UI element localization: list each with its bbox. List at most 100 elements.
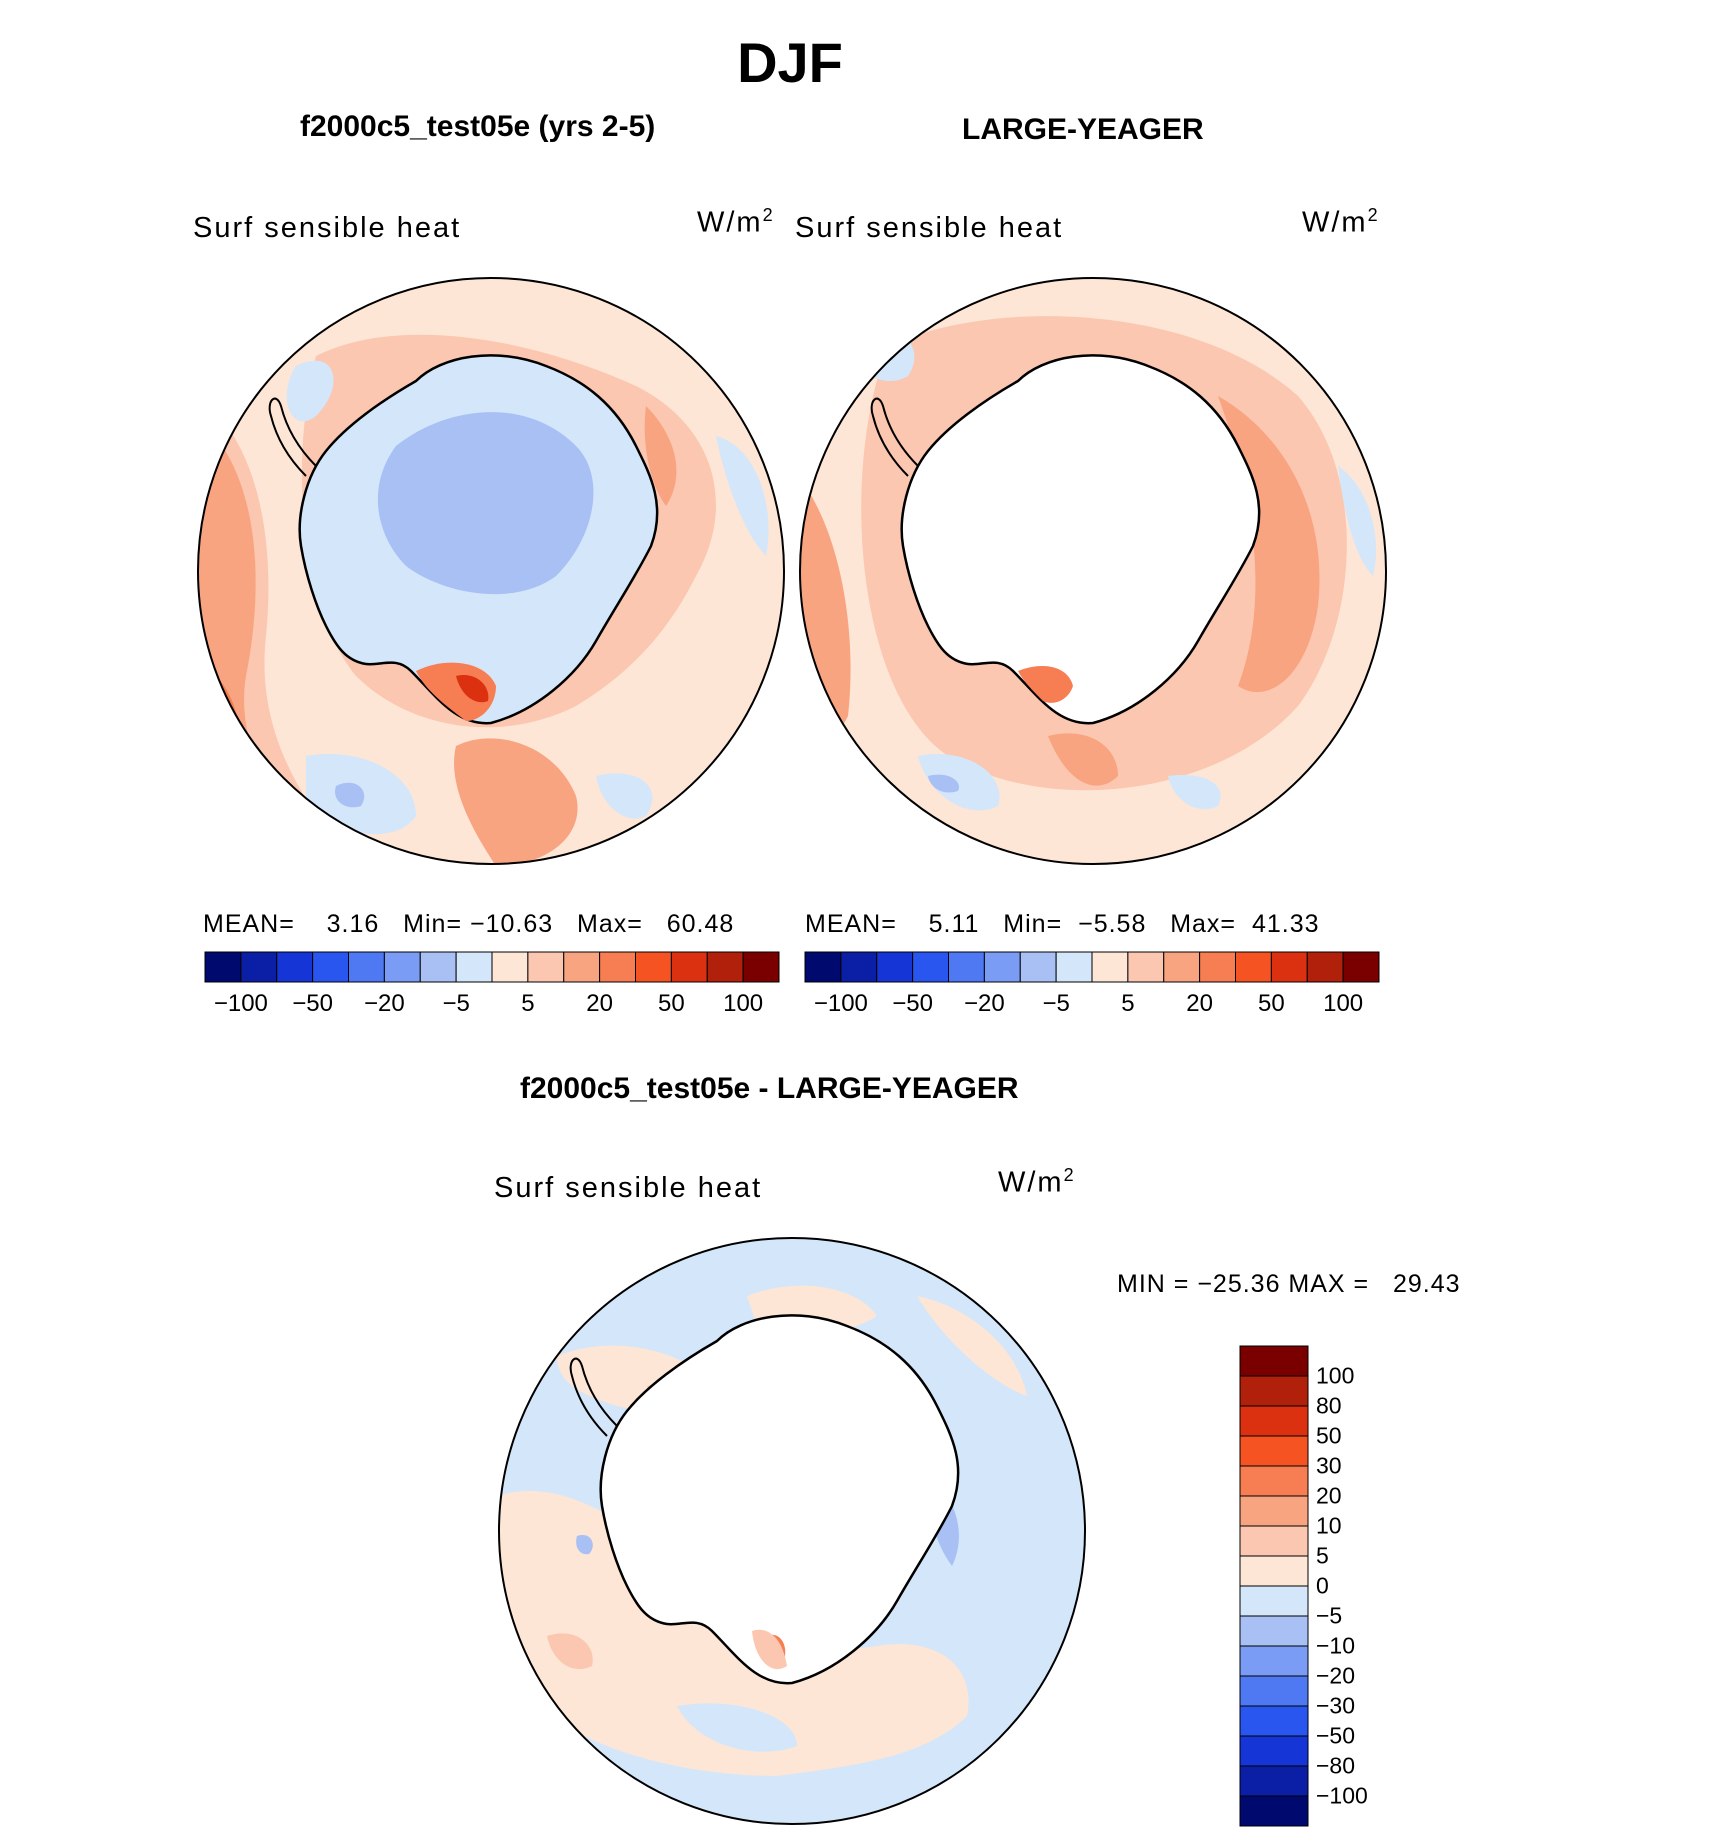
panel-1-colorbar-swatch [599, 951, 636, 983]
diff-colorbar-tick-label: −50 [1316, 1722, 1356, 1749]
panel-1-colorbar-tick-label: −50 [292, 990, 333, 1017]
panel-2-colorbar-swatch [1127, 951, 1165, 983]
diff-colorbar-tick-label: −30 [1316, 1692, 1356, 1719]
panel-2-stats: MEAN= 5.11 Min= −5.58 Max= 41.33 [805, 910, 1320, 938]
panel-1-title: f2000c5_test05e (yrs 2-5) [300, 110, 656, 143]
panel-1-colorbar-tick-label: −20 [364, 990, 405, 1017]
main-title: DJF [737, 31, 843, 94]
panel-1-colorbar-swatch [348, 951, 385, 983]
panel-2-colorbar-swatch [983, 951, 1021, 983]
panel-1-colorbar-tick-label: 50 [658, 990, 685, 1017]
panel-2-variable-label: Surf sensible heat [795, 212, 1064, 244]
panel-1-colorbar-ticks: −100 −50 −20 −5 5 20 50 100 [205, 990, 779, 1020]
diff-colorbar-tick-label: 100 [1316, 1362, 1355, 1389]
diff-colorbar-swatch [1239, 1675, 1309, 1707]
panel-2-map [799, 277, 1387, 865]
panel-1-units: W/m2 [697, 205, 775, 239]
diff-colorbar-tick-label: 50 [1316, 1422, 1342, 1449]
panel-1-colorbar-swatch [742, 951, 780, 983]
panel-2-colorbar-swatch [840, 951, 878, 983]
diff-panel-title: f2000c5_test05e - LARGE-YEAGER [520, 1072, 1019, 1105]
diff-colorbar-tick-label: 20 [1316, 1482, 1342, 1509]
panel-1-colorbar-swatch [419, 951, 457, 983]
diff-colorbar-tick-label: −5 [1316, 1602, 1343, 1629]
diff-colorbar-swatch [1239, 1465, 1309, 1497]
panel-2-colorbar-swatch [804, 951, 842, 983]
diff-colorbar-tick-label: 30 [1316, 1452, 1342, 1479]
panel-1-colorbar-swatch [563, 951, 601, 983]
panel-2-colorbar-ticks: −100 −50 −20 −5 5 20 50 100 [805, 990, 1379, 1020]
panel-1-colorbar-swatch [240, 951, 278, 983]
panel-1-colorbar-swatch [706, 951, 744, 983]
panel-1-colorbar [204, 951, 780, 983]
panel-2-colorbar-swatch [1199, 951, 1236, 983]
panel-2-colorbar-swatch [1342, 951, 1380, 983]
diff-colorbar-swatch [1239, 1795, 1309, 1827]
panel-2-colorbar-swatch [1235, 951, 1272, 983]
panel-2-colorbar-swatch [1091, 951, 1129, 983]
panel-2-colorbar-tick-label: −50 [892, 990, 933, 1017]
panel-2-colorbar-tick-label: −5 [1042, 990, 1070, 1017]
panel-2-colorbar-tick-label: 100 [1323, 990, 1364, 1017]
panel-1-colorbar-tick-label: −5 [442, 990, 470, 1017]
diff-colorbar-tick-label: 80 [1316, 1392, 1342, 1419]
panel-1-colorbar-tick-label: −100 [213, 990, 268, 1017]
diff-panel-minmax: MIN = −25.36 MAX = 29.43 [1117, 1270, 1461, 1298]
diff-colorbar-swatch [1239, 1585, 1309, 1617]
panel-1-variable-label: Surf sensible heat [193, 212, 462, 244]
diff-colorbar-tick-label: −10 [1316, 1632, 1356, 1659]
panel-2-colorbar-swatch [1306, 951, 1344, 983]
panel-2-colorbar [804, 951, 1380, 983]
panel-2-colorbar-swatch [1163, 951, 1201, 983]
diff-panel-map [498, 1237, 1086, 1825]
diff-colorbar-swatch [1239, 1435, 1309, 1467]
panel-1-colorbar-swatch [491, 951, 529, 983]
diff-colorbar-swatch [1239, 1615, 1309, 1647]
panel-1-colorbar-swatch [204, 951, 242, 983]
panel-1-colorbar-swatch [455, 951, 493, 983]
diff-panel-units: W/m2 [998, 1165, 1076, 1199]
diff-colorbar-tick-label: 0 [1316, 1572, 1329, 1599]
diff-colorbar [1239, 1345, 1309, 1827]
diff-colorbar-tick-label: 5 [1316, 1542, 1329, 1569]
diff-colorbar-swatch [1239, 1375, 1309, 1407]
panel-2-colorbar-swatch [948, 951, 985, 983]
panel-1-stats: MEAN= 3.16 Min= −10.63 Max= 60.48 [203, 910, 735, 938]
panel-2-colorbar-swatch [912, 951, 949, 983]
diff-colorbar-swatch [1239, 1555, 1309, 1587]
diff-colorbar-swatch [1239, 1525, 1309, 1557]
panel-1-colorbar-swatch [670, 951, 708, 983]
diff-colorbar-tick-label: 10 [1316, 1512, 1342, 1539]
panel-1-map [197, 277, 785, 865]
panel-2-colorbar-swatch [1270, 951, 1308, 983]
panel-1-colorbar-swatch [383, 951, 421, 983]
panel-1-colorbar-swatch [276, 951, 314, 983]
diff-colorbar-swatch [1239, 1345, 1309, 1377]
diff-colorbar-tick-label: −100 [1316, 1782, 1368, 1809]
panel-2-colorbar-tick-label: −20 [964, 990, 1005, 1017]
panel-2-colorbar-tick-label: −100 [813, 990, 868, 1017]
panel-1-colorbar-swatch [527, 951, 565, 983]
panel-1-colorbar-tick-label: 100 [723, 990, 764, 1017]
panel-1-colorbar-tick-label: 5 [521, 990, 535, 1017]
diff-colorbar-labels: 100 80 50 30 20 10 5 0 −5 −10 −20 −30 −50 −80 −100 [1316, 1346, 1426, 1826]
panel-1-colorbar-tick-label: 20 [586, 990, 613, 1017]
panel-2-title: LARGE-YEAGER [962, 113, 1204, 146]
panel-2-colorbar-swatch [1055, 951, 1093, 983]
panel-2-colorbar-tick-label: 20 [1186, 990, 1213, 1017]
panel-2-colorbar-tick-label: 5 [1121, 990, 1135, 1017]
diff-colorbar-swatch [1239, 1735, 1309, 1767]
panel-2-units: W/m2 [1302, 205, 1380, 239]
diff-panel-variable-label: Surf sensible heat [494, 1172, 763, 1204]
panel-1-colorbar-swatch [635, 951, 672, 983]
diff-colorbar-tick-label: −80 [1316, 1752, 1356, 1779]
diff-colorbar-swatch [1239, 1645, 1309, 1677]
diff-colorbar-swatch [1239, 1705, 1309, 1737]
diff-colorbar-swatch [1239, 1495, 1309, 1527]
diff-colorbar-swatch [1239, 1405, 1309, 1437]
panel-2-colorbar-swatch [876, 951, 914, 983]
panel-1-colorbar-swatch [312, 951, 349, 983]
panel-2-colorbar-swatch [1019, 951, 1057, 983]
diff-colorbar-swatch [1239, 1765, 1309, 1797]
diff-colorbar-tick-label: −20 [1316, 1662, 1356, 1689]
